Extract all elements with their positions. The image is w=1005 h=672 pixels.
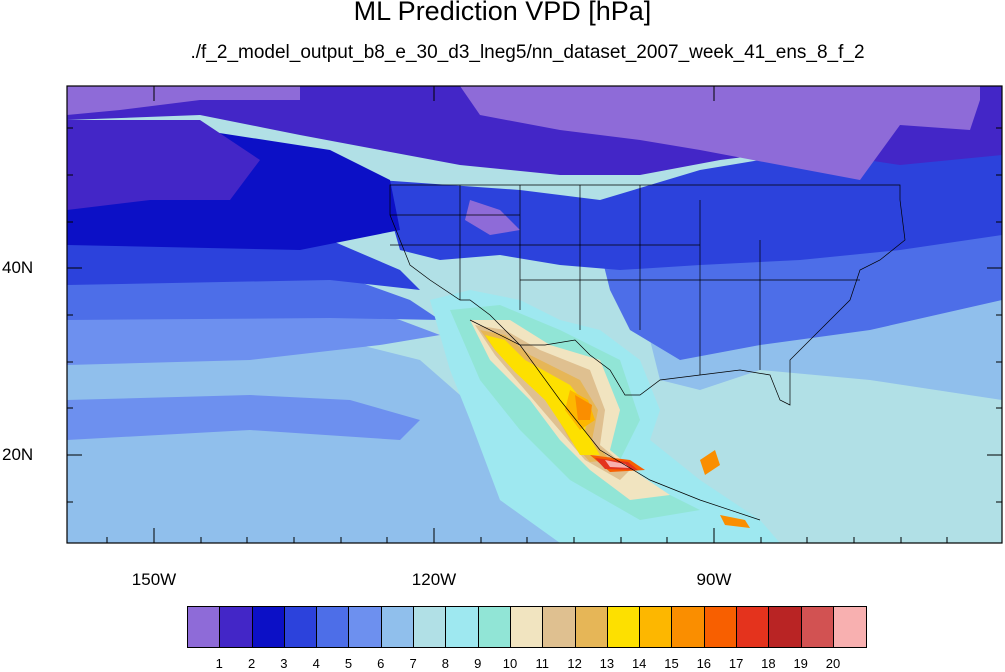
legend-swatch: [349, 607, 382, 647]
legend-tick-label: 8: [441, 656, 449, 671]
legend-swatch: [220, 607, 253, 647]
legend-swatch: [543, 607, 576, 647]
legend-tick-label: 6: [377, 656, 385, 671]
legend-swatch: [833, 607, 867, 647]
legend-tick-label: 17: [728, 656, 744, 671]
legend-swatch: [446, 607, 479, 647]
map-subtitle: ./f_2_model_output_b8_e_30_d3_lneg5/nn_d…: [190, 42, 865, 63]
legend-tick-label: 19: [793, 656, 808, 671]
legend-swatch: [381, 607, 415, 647]
field-gulf-orange: [700, 450, 720, 475]
lat-ticks: [67, 127, 1002, 503]
legend-tick-label: 12: [567, 656, 582, 671]
color-legend: [187, 606, 868, 648]
field-orange: [575, 395, 592, 420]
boundaries: [389, 184, 906, 521]
lat-label-20n: 20N: [2, 445, 34, 464]
legend-swatch: [769, 607, 802, 647]
field-sky: [67, 330, 600, 543]
legend-swatch: [284, 607, 318, 647]
legend-tick-label: 2: [247, 656, 256, 671]
legend-swatch: [252, 607, 285, 647]
legend-tick-label: 4: [312, 656, 320, 671]
field-light-blue-band: [67, 395, 420, 440]
field-blue-north: [380, 150, 1002, 270]
legend-swatch: [640, 607, 673, 647]
lat-label-40n: 40N: [2, 258, 34, 277]
lon-ticks: [106, 86, 948, 543]
legend-swatch: [188, 607, 221, 647]
lon-label-150w: 150W: [131, 570, 177, 589]
legend-tick-label: 7: [409, 656, 417, 671]
legend-swatch: [801, 607, 834, 647]
legend-tick-label: 16: [696, 656, 712, 671]
lon-label-90w: 90W: [696, 570, 732, 589]
legend-tick-label: 1: [215, 656, 223, 671]
legend-tick-label: 20: [825, 656, 841, 671]
vpd-field: [67, 86, 1002, 543]
legend-swatch: [737, 607, 770, 647]
field-lavender: [460, 86, 980, 180]
legend-swatch: [575, 607, 608, 647]
legend-tick-label: 14: [631, 656, 647, 671]
legend-swatch: [510, 607, 544, 647]
legend-swatch: [414, 607, 447, 647]
field-yellow: [485, 335, 600, 455]
legend-swatch: [704, 607, 738, 647]
field-lavender-west: [67, 86, 300, 115]
field-lavender-idaho: [465, 200, 520, 235]
legend-swatch: [478, 607, 511, 647]
legend-swatch: [607, 607, 641, 647]
field-pink: [605, 460, 630, 468]
legend-tick-label: 3: [280, 656, 288, 671]
legend-swatch: [672, 607, 705, 647]
legend-tick-label: 18: [761, 656, 776, 671]
legend-tick-label: 15: [664, 656, 679, 671]
legend-tick-label: 9: [474, 656, 482, 671]
map-title: ML Prediction VPD [hPa]: [353, 0, 652, 26]
field-purple-west: [67, 120, 260, 210]
field-yucatan-orange: [720, 515, 750, 528]
legend-swatch: [317, 607, 350, 647]
legend-tick-label: 5: [344, 656, 353, 671]
legend-tick-label: 11: [535, 656, 550, 671]
legend-tick-label: 13: [599, 656, 615, 671]
legend-tick-label: 10: [502, 656, 518, 671]
lon-label-120w: 120W: [411, 570, 457, 589]
